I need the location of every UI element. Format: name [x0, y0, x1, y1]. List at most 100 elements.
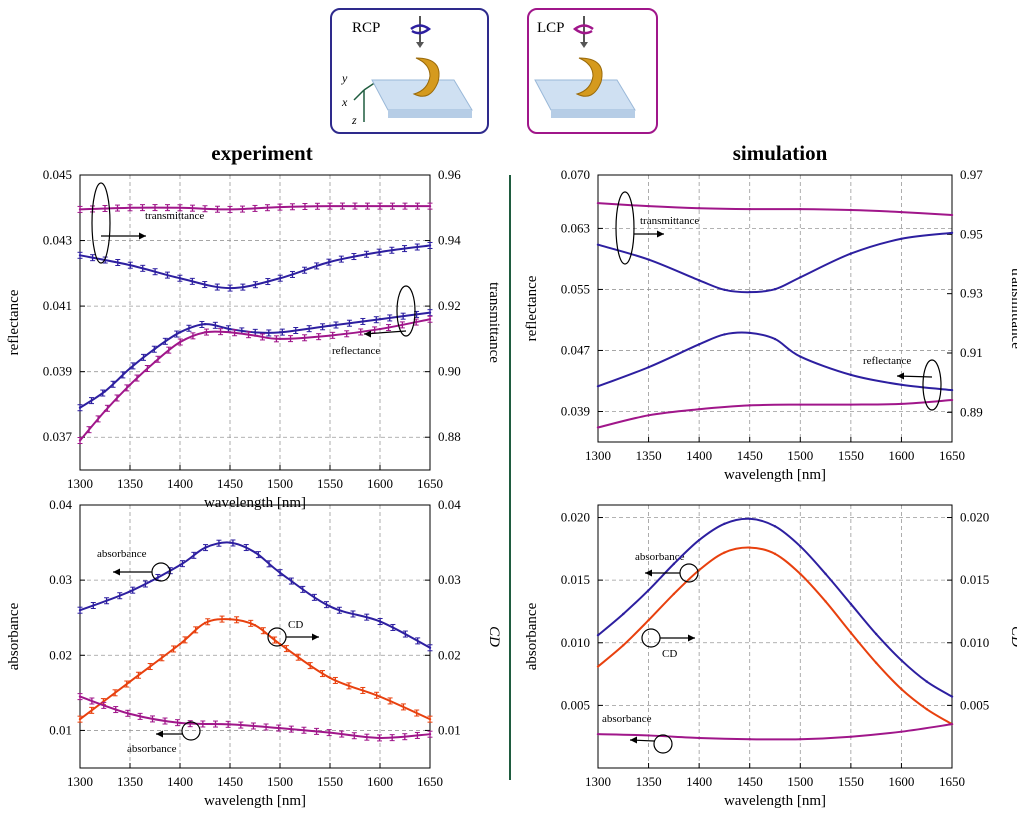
exp-top-series-3-point: [328, 334, 332, 337]
exp-top-series-2-point: [153, 347, 157, 350]
sim-bottom-series-1-point: [748, 546, 751, 549]
sim-bottom-frame: [597, 504, 953, 769]
exp-top-y-right-tick-label: 0.90: [438, 364, 461, 379]
exp-top-x-tick-label: 1650: [417, 476, 443, 491]
sim-bottom-series-1-point: [647, 619, 650, 622]
exp-bottom-series-2-point: [428, 732, 432, 736]
sim-top-series-1-point: [596, 243, 600, 246]
sim-top-series-1-point: [900, 237, 903, 240]
exp-top-reflectance-annotation: reflectance: [332, 345, 380, 357]
exp-top-series-3-point: [228, 331, 232, 334]
sim-bottom-x-tick-label: 1550: [838, 774, 864, 789]
exp-bottom-series-1-point: [203, 621, 207, 625]
sim-bottom-series-0-point: [647, 588, 650, 592]
exp-bottom-series-1-point: [128, 680, 132, 683]
exp-bottom-series-1-point: [428, 717, 432, 721]
sim-bottom-series-0-point: [874, 632, 878, 636]
axes-triad-icon: y x z: [341, 71, 377, 127]
exp-top-series-2-point: [78, 406, 82, 409]
exp-bottom-x-tick-label: 1400: [167, 774, 193, 789]
sim-top-series-0-point: [950, 213, 954, 217]
exp-bottom-cd-annotation: CD: [288, 619, 303, 631]
exp-top-series-2-point: [328, 324, 332, 327]
exp-top-y-tick-label: 0.043: [43, 233, 72, 248]
sim-bottom-series-1-point: [849, 631, 853, 634]
exp-bottom-series-1-point: [228, 618, 232, 621]
crescent-on-substrate-icon: [534, 57, 636, 118]
exp-bottom-series-0-point: [228, 541, 232, 544]
exp-bottom-series-0-point: [178, 563, 182, 567]
exp-bottom-series-2-line: [79, 695, 431, 739]
sim-bottom-series-1-point: [622, 644, 625, 647]
sim-top-series-3-line: [597, 399, 953, 429]
simulation-column-title: simulation: [733, 141, 828, 165]
exp-top-series-2-point: [253, 331, 257, 334]
sim-bottom-series-2-point: [596, 732, 600, 736]
exp-bottom-y-tick-label: 0.04: [49, 497, 72, 512]
sim-bottom-ylabel-right: CD: [1008, 626, 1017, 647]
exp-bottom-series-2-point: [278, 726, 282, 730]
exp-bottom-series-0-point: [253, 551, 257, 554]
sim-top-series-2-point: [799, 355, 802, 358]
exp-bottom-y-tick-label: 0.03: [49, 572, 72, 587]
exp-top-y-right-tick-label: 0.96: [438, 167, 461, 182]
exp-bottom-ylabel-right: CD: [486, 626, 502, 647]
sim-top-x-tick-label: 1400: [686, 448, 712, 463]
sim-bottom-series-1-point: [900, 687, 903, 691]
exp-bottom-series-1-point: [328, 676, 332, 680]
sim-top-x-tick-label: 1350: [636, 448, 662, 463]
exp-top-axes-group: 1300 1350 1400 1450 1500 1550 1600 1650 0.037 0.0…: [6, 167, 502, 511]
exp-top-series-3-point: [103, 409, 107, 413]
sim-bottom-series-2-point: [849, 735, 853, 738]
exp-top-series-2-point: [103, 390, 107, 393]
sim-bottom-y-right-tick-label: 0.010: [960, 635, 989, 650]
sim-top-series-1-point: [773, 288, 777, 291]
exp-bottom-series-1-point: [78, 717, 82, 721]
exp-bottom-series-1-point: [378, 695, 382, 698]
sim-top-y-right-tick-label: 0.93: [960, 286, 983, 301]
exp-bottom-annotation-2-marker: [181, 721, 201, 741]
exp-top-series-3-point: [153, 360, 157, 364]
sim-top-series-0-line: [597, 202, 953, 217]
sim-bottom-series-1-point: [723, 551, 726, 554]
sim-top-panel: transmittance reflectance: [640, 215, 911, 367]
sim-top-series-0-point: [849, 208, 853, 212]
exp-bottom-annotation-1-arrowhead: [312, 633, 319, 641]
sim-top-series-2-point: [647, 366, 650, 369]
exp-top-y-tick-label: 0.037: [43, 429, 73, 444]
sim-top-series-3-point: [799, 403, 802, 406]
exp-top-x-tick-label: 1500: [267, 476, 293, 491]
exp-bottom-x-tick-label: 1450: [217, 774, 243, 789]
exp-top-transmittance-annotation: transmittance: [145, 210, 204, 222]
exp-bottom-frame: [79, 504, 431, 769]
sim-bottom-annotation-0-arrowhead: [645, 569, 652, 577]
exp-top-x-tick-label: 1300: [67, 476, 93, 491]
exp-bottom-ylabel: absorbance: [6, 602, 22, 670]
sim-top-y-tick-label: 0.063: [561, 220, 590, 235]
lcp-beam-icon: [572, 16, 594, 48]
exp-top-y-tick-label: 0.039: [43, 364, 72, 379]
exp-bottom-x-tick-label: 1650: [417, 774, 443, 789]
exp-top-series-1-point: [378, 250, 382, 254]
exp-top-series-3-point: [128, 383, 132, 386]
sim-bottom-x-tick-label: 1500: [787, 774, 813, 789]
exp-top-series-0-point: [178, 206, 182, 209]
sim-bottom-series-2-point: [748, 737, 751, 741]
exp-bottom-series-0-line: [79, 541, 431, 649]
exp-top-series-1-point: [178, 277, 182, 280]
lcp-legend-box: LCP: [527, 8, 658, 134]
exp-top-y-tick-label: 0.041: [43, 298, 72, 313]
exp-bottom-y-right-tick-label: 0.01: [438, 722, 461, 737]
sim-bottom-annotation-2-arrowhead: [630, 736, 637, 744]
sim-bottom-y-right-tick-label: 0.005: [960, 697, 989, 712]
sim-top-series-1-point: [748, 290, 751, 294]
exp-top-series-1-point: [228, 286, 232, 290]
sim-bottom-series-0-point: [596, 634, 600, 637]
sim-top-series-0-point: [697, 207, 701, 210]
exp-top-series-2-point: [178, 331, 182, 334]
exp-top-series-2-point: [278, 331, 282, 334]
sim-top-y-tick-label: 0.039: [561, 403, 590, 418]
exp-top-series-3-point: [78, 439, 82, 442]
sim-bottom-y-right-tick-label: 0.015: [960, 572, 989, 587]
exp-bottom-series-0-point: [278, 571, 282, 574]
